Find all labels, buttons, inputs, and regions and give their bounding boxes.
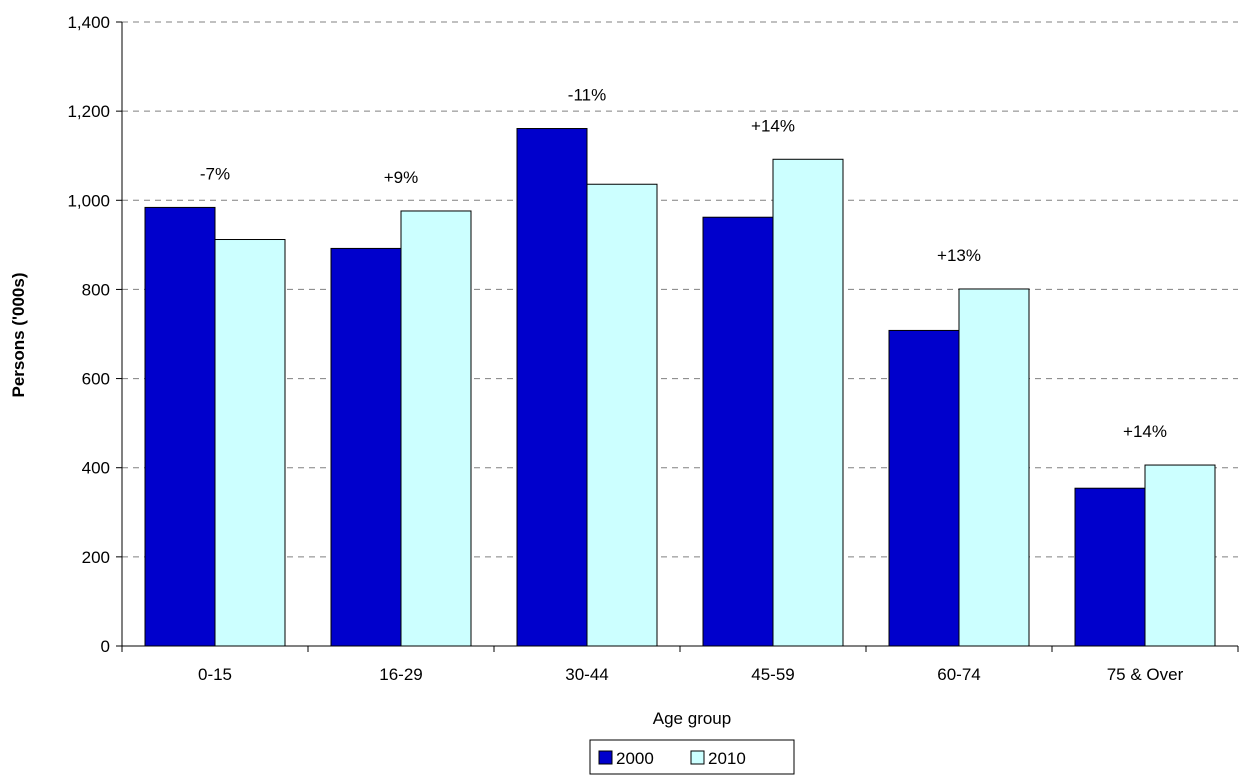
bar-2010-0-15 — [214, 239, 286, 647]
y-tick-label: 600 — [82, 370, 110, 389]
bar-2000-45-59 — [702, 216, 774, 647]
bar-2010-45-59 — [772, 158, 844, 647]
y-axis-title: Persons ('000s) — [9, 273, 28, 398]
percent-change-label: +13% — [937, 246, 981, 265]
x-tick-label: 0-15 — [198, 665, 232, 684]
x-tick-label: 45-59 — [751, 665, 794, 684]
y-tick-label: 1,400 — [67, 13, 110, 32]
bar-2010-30-44 — [586, 183, 658, 647]
bar-2000-75-over — [1074, 487, 1146, 647]
y-tick-label: 800 — [82, 280, 110, 299]
legend-swatch-2010 — [690, 750, 705, 765]
x-tick-label: 75 & Over — [1107, 665, 1184, 684]
bar-2000-16-29 — [330, 247, 402, 647]
percent-change-label: +14% — [1123, 422, 1167, 441]
x-axis-title: Age group — [653, 709, 731, 728]
bar-2010-75-over — [1144, 464, 1216, 647]
gridlines — [122, 21, 1238, 558]
y-tick-label: 400 — [82, 459, 110, 478]
y-tick-label: 0 — [101, 637, 110, 656]
legend-label-2010: 2010 — [708, 749, 746, 768]
y-tick-label: 200 — [82, 548, 110, 567]
bar-2000-0-15 — [144, 206, 216, 647]
percent-change-label: -11% — [568, 86, 606, 105]
percent-change-label: +14% — [751, 116, 795, 135]
bar-2010-16-29 — [400, 210, 472, 647]
bar-2000-60-74 — [888, 329, 960, 647]
legend-label-2000: 2000 — [616, 749, 654, 768]
bar-labels: -7% +9% -11% +14% +13% +14% — [200, 86, 1167, 442]
percent-change-label: -7% — [200, 164, 230, 183]
bar-2000-30-44 — [516, 128, 588, 647]
percent-change-label: +9% — [384, 168, 419, 187]
legend: 2000 2010 — [589, 739, 795, 775]
axes: 0 200 400 600 800 1,000 1,200 1,400 0-15 16-29 30-… — [67, 13, 1239, 684]
x-tick-label: 60-74 — [937, 665, 980, 684]
x-tick-label: 16-29 — [379, 665, 422, 684]
legend-swatch-2000 — [598, 750, 613, 765]
bars — [144, 128, 1216, 647]
x-tick-label: 30-44 — [565, 665, 608, 684]
y-tick-label: 1,200 — [67, 102, 110, 121]
bar-2010-60-74 — [958, 288, 1030, 647]
y-tick-label: 1,000 — [67, 191, 110, 210]
